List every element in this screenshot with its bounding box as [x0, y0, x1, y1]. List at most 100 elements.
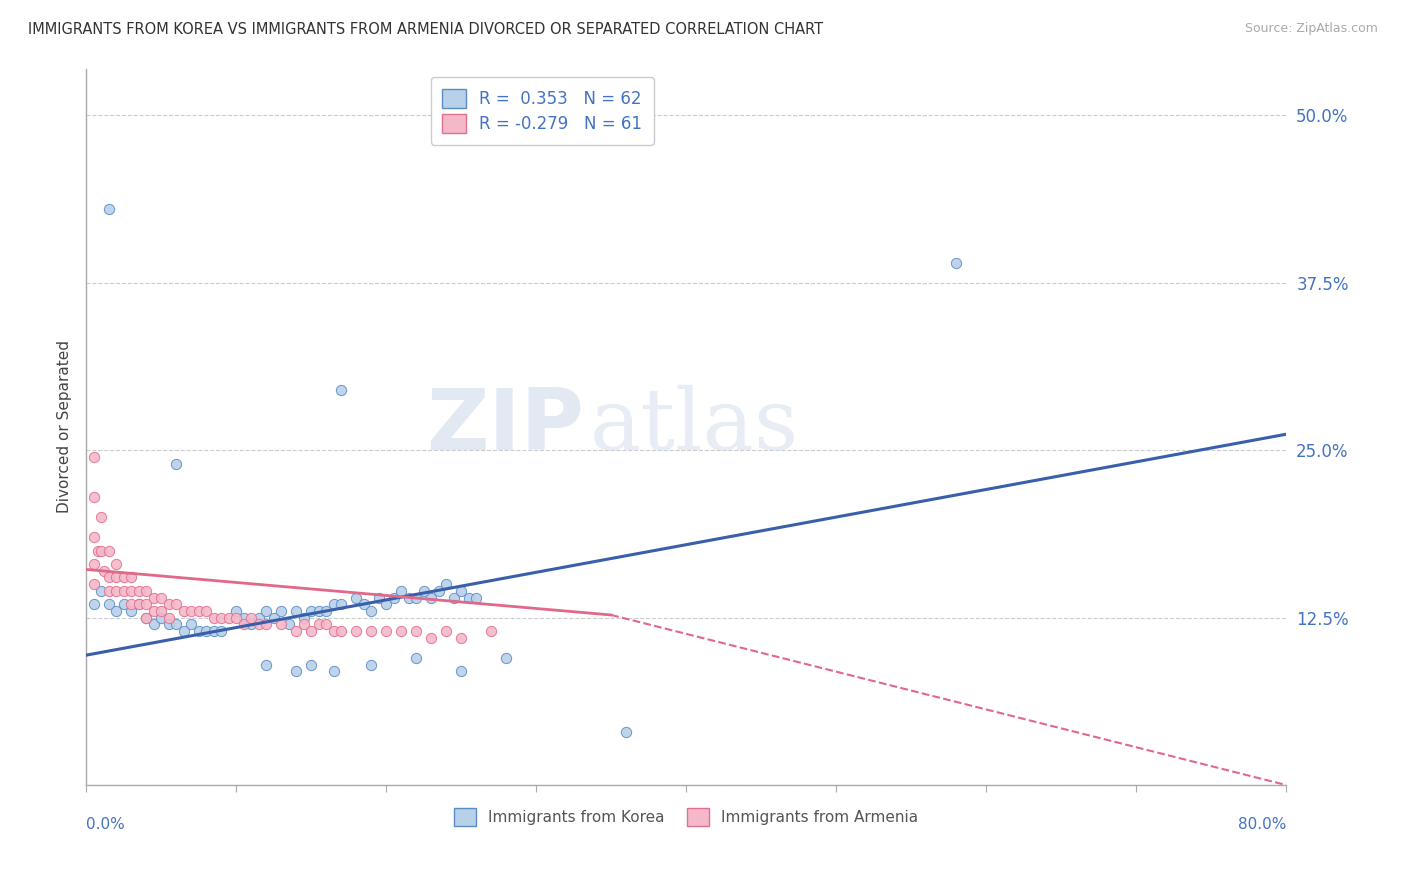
Point — [128, 583, 150, 598]
Point — [232, 617, 254, 632]
Point — [240, 617, 263, 632]
Point — [299, 657, 322, 672]
Point — [292, 617, 315, 632]
Point — [195, 624, 218, 638]
Point — [240, 610, 263, 624]
Point — [173, 624, 195, 638]
Point — [112, 597, 135, 611]
Point — [83, 597, 105, 611]
Point — [150, 591, 173, 605]
Point — [97, 543, 120, 558]
Point — [450, 665, 472, 679]
Point — [90, 510, 112, 524]
Point — [105, 583, 128, 598]
Point — [165, 597, 187, 611]
Point — [202, 624, 225, 638]
Point — [270, 604, 292, 618]
Point — [457, 591, 479, 605]
Point — [450, 631, 472, 645]
Point — [142, 617, 165, 632]
Point — [263, 610, 285, 624]
Text: 80.0%: 80.0% — [1239, 817, 1286, 832]
Point — [479, 624, 502, 638]
Point — [157, 597, 180, 611]
Point — [112, 583, 135, 598]
Text: IMMIGRANTS FROM KOREA VS IMMIGRANTS FROM ARMENIA DIVORCED OR SEPARATED CORRELATI: IMMIGRANTS FROM KOREA VS IMMIGRANTS FROM… — [28, 22, 824, 37]
Point — [209, 624, 232, 638]
Point — [308, 617, 330, 632]
Point — [225, 610, 247, 624]
Point — [322, 597, 344, 611]
Point — [135, 583, 157, 598]
Point — [180, 617, 202, 632]
Point — [97, 597, 120, 611]
Point — [285, 604, 308, 618]
Point — [315, 617, 337, 632]
Point — [254, 617, 277, 632]
Point — [434, 624, 457, 638]
Point — [142, 591, 165, 605]
Point — [382, 591, 405, 605]
Point — [157, 610, 180, 624]
Point — [420, 591, 443, 605]
Point — [90, 583, 112, 598]
Point — [405, 624, 427, 638]
Point — [360, 604, 382, 618]
Point — [344, 591, 367, 605]
Point — [83, 450, 105, 464]
Point — [97, 570, 120, 584]
Point — [450, 583, 472, 598]
Point — [135, 597, 157, 611]
Point — [150, 610, 173, 624]
Point — [97, 202, 120, 216]
Point — [105, 557, 128, 571]
Point — [150, 604, 173, 618]
Point — [427, 583, 450, 598]
Point — [232, 610, 254, 624]
Point — [120, 597, 142, 611]
Point — [495, 650, 517, 665]
Point — [375, 624, 398, 638]
Point — [157, 617, 180, 632]
Point — [120, 583, 142, 598]
Y-axis label: Divorced or Separated: Divorced or Separated — [58, 341, 72, 513]
Point — [389, 624, 412, 638]
Point — [405, 650, 427, 665]
Point — [187, 624, 209, 638]
Point — [389, 583, 412, 598]
Point — [322, 624, 344, 638]
Point — [83, 490, 105, 504]
Point — [173, 604, 195, 618]
Point — [945, 256, 967, 270]
Point — [360, 624, 382, 638]
Point — [330, 624, 353, 638]
Point — [277, 617, 299, 632]
Point — [353, 597, 375, 611]
Point — [105, 604, 128, 618]
Point — [195, 604, 218, 618]
Point — [285, 624, 308, 638]
Point — [90, 543, 112, 558]
Point — [285, 665, 308, 679]
Point — [367, 591, 389, 605]
Point — [330, 383, 353, 397]
Point — [97, 583, 120, 598]
Point — [83, 557, 105, 571]
Point — [614, 724, 637, 739]
Point — [202, 610, 225, 624]
Point — [375, 597, 398, 611]
Point — [120, 604, 142, 618]
Point — [87, 543, 110, 558]
Point — [344, 624, 367, 638]
Point — [299, 624, 322, 638]
Point — [128, 597, 150, 611]
Point — [322, 665, 344, 679]
Point — [83, 577, 105, 591]
Point — [209, 610, 232, 624]
Point — [247, 617, 270, 632]
Point — [180, 604, 202, 618]
Point — [83, 530, 105, 544]
Point — [330, 597, 353, 611]
Point — [93, 564, 115, 578]
Point — [165, 617, 187, 632]
